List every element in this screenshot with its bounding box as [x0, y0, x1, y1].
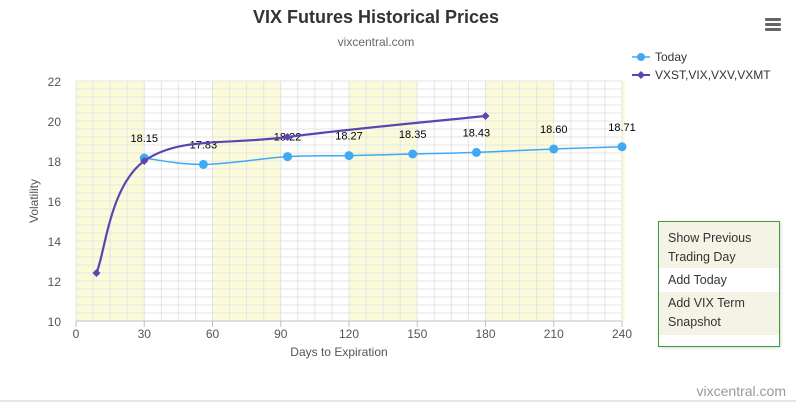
series-today-data-label: 18.43 — [463, 127, 491, 139]
y-tick-label: 10 — [48, 315, 62, 329]
series-term-point — [283, 133, 292, 141]
series-today-data-label: 18.60 — [540, 124, 568, 136]
series-today-point — [549, 144, 559, 154]
series-today-data-label: 18.27 — [335, 131, 363, 143]
x-tick-label: 30 — [138, 327, 152, 341]
y-tick-label: 20 — [48, 115, 62, 129]
series-term-point — [481, 112, 490, 120]
chart-legend: Today VXST,VIX,VXV,VXMT — [632, 48, 771, 84]
menu-item-add-vix-term-snapshot[interactable]: Add VIX Term Snapshot — [659, 292, 779, 335]
series-today-data-label: 17.83 — [190, 139, 218, 151]
x-tick-label: 150 — [407, 327, 427, 341]
legend-term-label: VXST,VIX,VXV,VXMT — [655, 68, 771, 82]
y-tick-label: 14 — [48, 235, 62, 249]
series-today-point — [344, 151, 354, 161]
y-tick-label: 16 — [48, 195, 62, 209]
series-today-point — [471, 147, 481, 157]
menu-item-add-today[interactable]: Add Today — [659, 268, 779, 292]
series-today-data-label: 18.35 — [399, 129, 427, 141]
bottom-divider — [0, 400, 796, 402]
series-today-point — [617, 142, 627, 152]
x-tick-label: 90 — [274, 327, 288, 341]
series-today-point — [198, 159, 208, 169]
series-today-point — [283, 152, 293, 162]
x-tick-label: 240 — [612, 327, 632, 341]
x-tick-label: 120 — [339, 327, 359, 341]
series-term-point — [92, 269, 101, 277]
x-tick-label: 0 — [73, 327, 80, 341]
export-context-menu: Show Previous Trading Day Add Today Add … — [658, 221, 780, 347]
hamburger-menu-icon[interactable] — [762, 16, 784, 36]
x-axis-title: Days to Expiration — [290, 345, 387, 359]
series-today-data-label: 18.71 — [608, 122, 636, 134]
legend-today-label: Today — [655, 50, 688, 64]
legend-term-marker-icon — [632, 71, 650, 79]
legend-item-term[interactable]: VXST,VIX,VXV,VXMT — [632, 66, 771, 84]
x-tick-label: 60 — [206, 327, 220, 341]
series-term-line — [95, 114, 486, 274]
y-axis-title: Volatility — [27, 179, 41, 223]
chart-subtitle: vixcentral.com — [337, 35, 415, 49]
legend-today-marker-icon — [632, 53, 650, 61]
y-tick-label: 22 — [48, 75, 62, 89]
menu-item-show-previous[interactable]: Show Previous Trading Day — [659, 222, 779, 268]
shaded-band — [622, 81, 625, 321]
series-today-point — [408, 149, 418, 159]
series-term-point — [140, 157, 149, 165]
chart-credit: vixcentral.com — [696, 383, 786, 399]
y-tick-label: 12 — [48, 275, 62, 289]
y-tick-label: 18 — [48, 155, 62, 169]
legend-item-today[interactable]: Today — [632, 48, 771, 66]
series-today-data-label: 18.15 — [130, 133, 158, 145]
chart-title: VIX Futures Historical Prices — [252, 7, 500, 27]
x-tick-label: 210 — [544, 327, 564, 341]
x-tick-label: 180 — [475, 327, 495, 341]
